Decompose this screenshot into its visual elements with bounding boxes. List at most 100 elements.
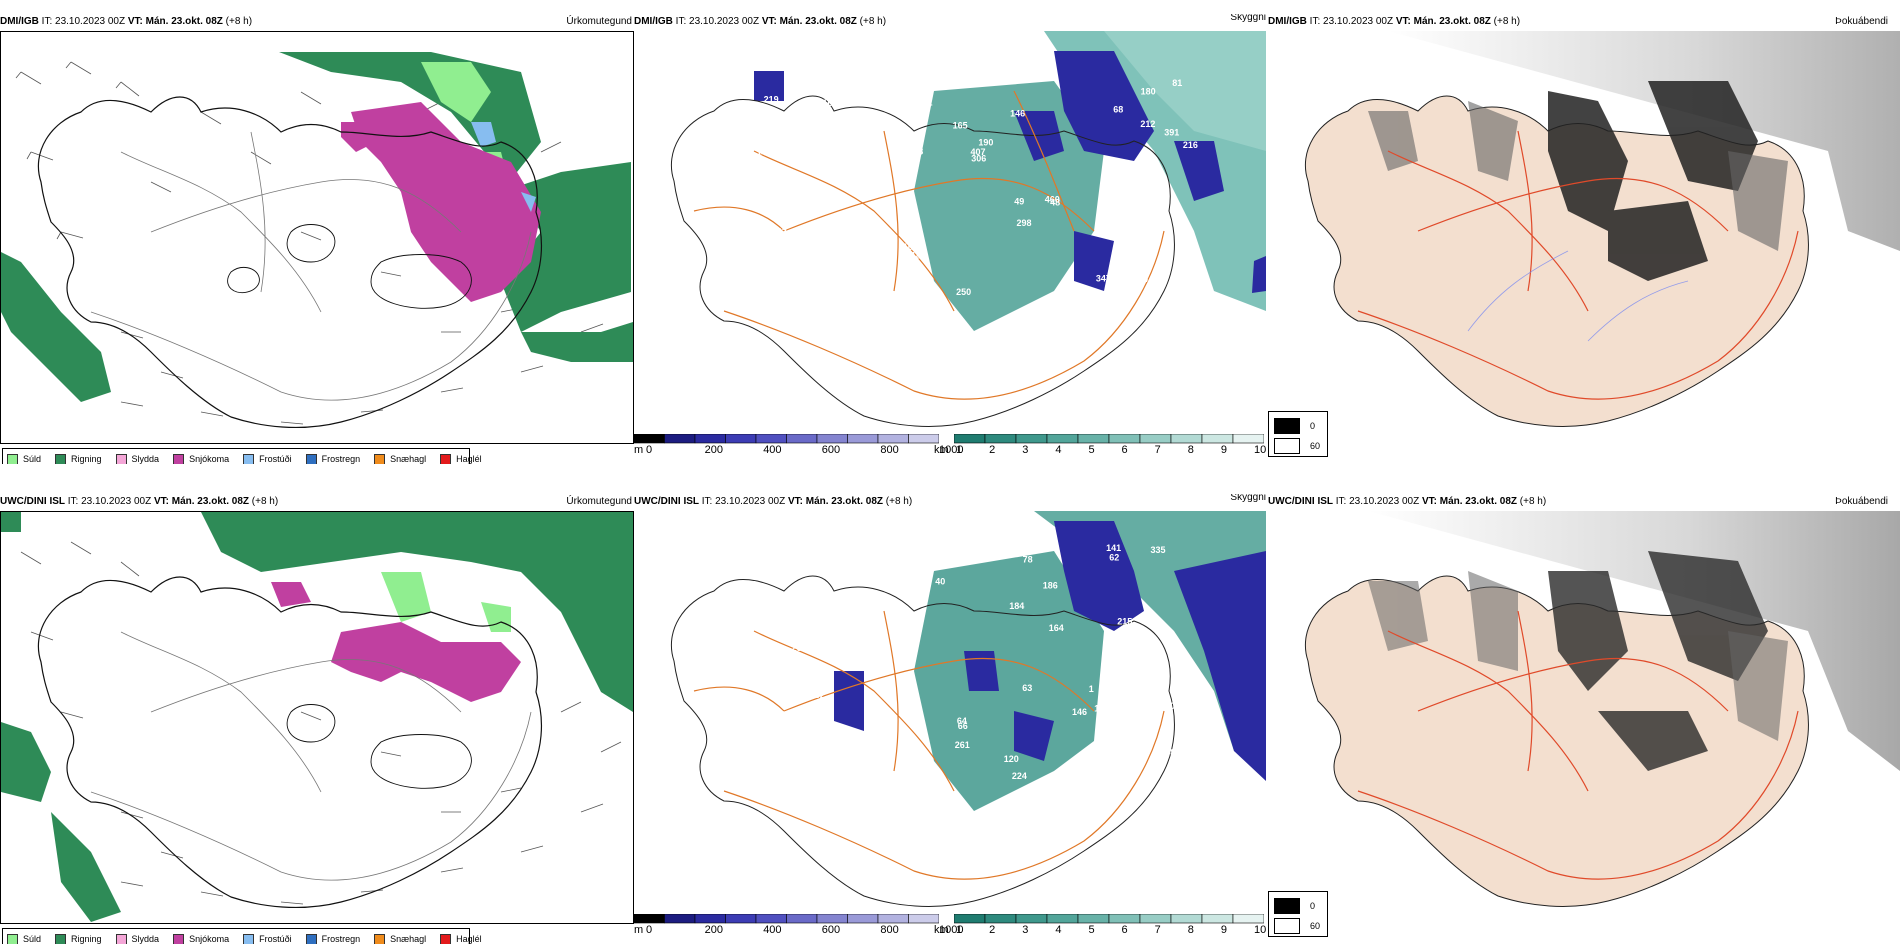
- visibility-value-label: 131: [1094, 703, 1109, 713]
- visibility-map-top: 124 148 180 155 146 188 223 165 162 245 226 265 161 1…: [634, 31, 1268, 431]
- fog-legend-item: 60: [1274, 438, 1320, 454]
- colorbar-unit: km: [934, 444, 949, 456]
- colorbar-tick-label: 3: [1022, 924, 1029, 936]
- colorbar-tick-label: 4: [1055, 924, 1062, 936]
- visibility-value-label: 132: [810, 690, 825, 700]
- init-time: 23.10.2023 00Z: [715, 496, 786, 507]
- colorbar-segment: [1139, 914, 1172, 924]
- colorbar-tick-label: 8: [1187, 924, 1194, 936]
- colorbar-segment: [634, 434, 665, 444]
- colorbar-segment: [1015, 914, 1048, 924]
- fog-panel-bottom: UWC/DINI ISL IT: 23.10.2023 00Z VT: Mán.…: [1268, 494, 1900, 944]
- colorbar-segment: [984, 914, 1017, 924]
- valid-time: Mán. 23.okt. 08Z: [805, 496, 883, 507]
- visibility-value-label: 367: [825, 225, 840, 235]
- panel-title: Þokuábendi: [1835, 16, 1888, 27]
- visibility-value-label: 162: [772, 227, 787, 237]
- colorbar-segment: [664, 434, 696, 444]
- visibility-value-label: 171: [742, 579, 757, 589]
- init-time-label: IT:: [1309, 16, 1321, 27]
- colorbar-segment: [1015, 434, 1048, 444]
- colorbar-tick-label: 400: [763, 924, 782, 936]
- colorbar-segment: [816, 434, 848, 444]
- visibility-value-label: 49: [1014, 196, 1024, 206]
- colorbar-tick-label: 5: [1088, 444, 1095, 456]
- visibility-value-label: 215: [1117, 617, 1132, 627]
- visibility-value-label: 78: [1023, 555, 1033, 565]
- colorbar-tick-label: 3: [1022, 444, 1029, 456]
- fog-legend-item: 0: [1274, 898, 1315, 914]
- colorbar-segment: [755, 914, 787, 924]
- colorbar-segment: [1077, 914, 1110, 924]
- model-source: UWC/DINI ISL: [0, 496, 65, 507]
- legend-item: Rigning: [55, 453, 102, 464]
- visibility-value-label: 298: [1017, 218, 1032, 228]
- fog-map-bottom: [1268, 511, 1900, 911]
- visibility-value-label: 200: [824, 271, 839, 281]
- visibility-value-label: 319: [1043, 73, 1058, 83]
- fog-legend: 0 60: [1268, 411, 1328, 457]
- fog-map-svg: [1304, 31, 1900, 427]
- visibility-map-svg: 79 333 66 84 64 72 157 186 224 55 63 62 54 164 143 121 1…: [670, 511, 1266, 907]
- visibility-value-label: 84: [782, 753, 792, 763]
- visibility-value-label: 190: [978, 137, 993, 147]
- lead-time: (+8 h): [225, 16, 253, 27]
- visibility-colorbar-m: m 0 200 400 600 800 1000: [634, 434, 963, 464]
- colorbar-segment: [1232, 914, 1264, 924]
- valid-time: Mán. 23.okt. 08Z: [1413, 16, 1491, 27]
- precip-map-bottom: [0, 511, 634, 924]
- colorbar-segment: [786, 434, 818, 444]
- visibility-value-label: 180: [1141, 86, 1156, 96]
- visibility-value-label: 226: [738, 263, 753, 273]
- visibility-value-label: 386: [901, 697, 916, 707]
- visibility-value-label: 143: [845, 758, 860, 768]
- visibility-value-label: 48: [1050, 198, 1060, 208]
- colorbar-unit: m: [634, 924, 644, 936]
- colorbar-tick-label: 5: [1088, 924, 1095, 936]
- lead-time: (+8 h): [1519, 496, 1547, 507]
- visibility-value-label: 178: [908, 146, 923, 156]
- visibility-value-label: 136: [903, 160, 918, 170]
- visibility-colorbar-m: m 0 200 400 600 800 1000: [634, 914, 963, 944]
- colorbar-segment: [694, 434, 726, 444]
- legend-item: Haglél: [440, 933, 482, 944]
- valid-time-label: VT:: [153, 496, 169, 507]
- legend-item: Slydda: [115, 933, 159, 944]
- model-source: DMI/IGB: [634, 16, 673, 27]
- colorbar-tick-label: 9: [1220, 924, 1227, 936]
- colorbar-tick-label: 2: [989, 924, 996, 936]
- visibility-value-label: 188: [779, 278, 794, 288]
- valid-time-label: VT:: [127, 16, 143, 27]
- colorbar-segment: [786, 914, 818, 924]
- visibility-value-label: 212: [1140, 119, 1155, 129]
- legend-item: Snæhagl: [374, 453, 426, 464]
- panel-title: Skyggni: [1230, 494, 1266, 503]
- valid-time: Mán. 23.okt. 08Z: [779, 16, 857, 27]
- visibility-colorbar-km: km 1 2 3 4 5 6 7 8 9 10: [934, 914, 1266, 944]
- visibility-value-label: 150: [815, 645, 830, 655]
- legend-item: Frostúði: [243, 453, 292, 464]
- colorbar-segment: [1046, 434, 1079, 444]
- visibility-value-label: 55: [1105, 632, 1115, 642]
- visibility-value-label: 79: [1150, 690, 1160, 700]
- visibility-colorbar-km: km 1 2 3 4 5 6 7 8 9 10: [934, 434, 1266, 464]
- colorbar-tick-label: 9: [1220, 444, 1227, 456]
- visibility-value-label: 146: [1072, 707, 1087, 717]
- visibility-value-label: 63: [1022, 683, 1032, 693]
- legend-item: Haglél: [440, 453, 482, 464]
- visibility-value-label: 261: [955, 740, 970, 750]
- visibility-value-label: 265: [792, 643, 807, 653]
- legend-item: Snjókoma: [173, 933, 229, 944]
- colorbar-segment: [877, 434, 909, 444]
- colorbar-tick-label: 4: [1055, 444, 1062, 456]
- colorbar-segment: [1108, 914, 1141, 924]
- init-time-label: IT:: [675, 16, 687, 27]
- valid-time-label: VT:: [761, 16, 777, 27]
- valid-time: Mán. 23.okt. 08Z: [171, 496, 249, 507]
- colorbar-tick-label: 1: [956, 444, 963, 456]
- fog-legend: 0 60: [1268, 891, 1328, 937]
- precip-map-svg: [1, 512, 633, 922]
- legend-item: Súld: [7, 933, 41, 944]
- legend-item: Rigning: [55, 933, 102, 944]
- colorbar-segment: [725, 914, 757, 924]
